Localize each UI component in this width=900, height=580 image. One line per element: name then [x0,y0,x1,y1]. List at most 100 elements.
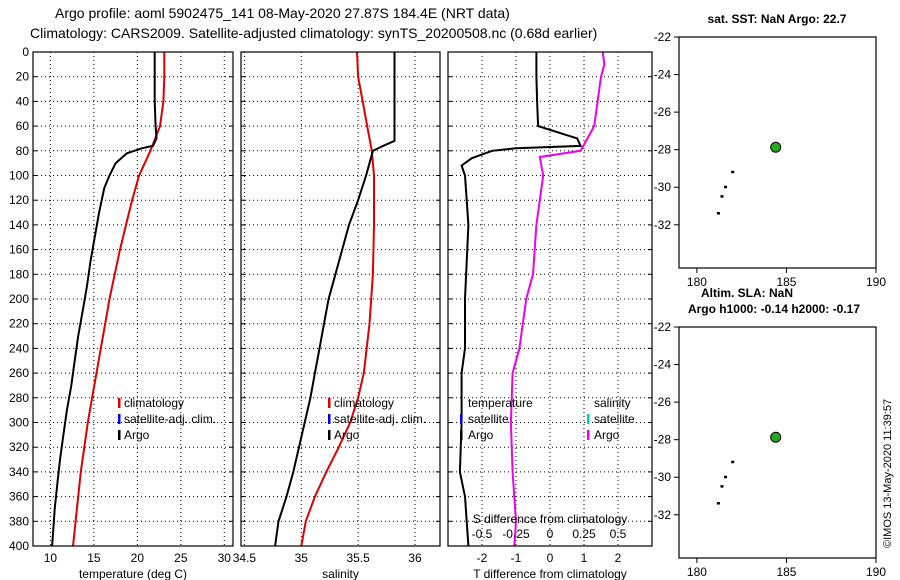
upper-tick-label: 0.25 [572,527,596,541]
difference-panel: -2 -1 0 1 2 T difference from climatology S di… [447,51,653,580]
legend-label: climatology [334,396,394,410]
climatology-title: Climatology: CARS2009. Satellite-adjuste… [30,25,598,41]
y-tick-label: -26 [654,395,672,409]
upper-tick-label: 0.5 [610,527,627,541]
legend-swatch [328,398,331,408]
x-axis-label: temperature (deg C) [79,567,187,580]
x-axis-label: salinity [322,567,359,580]
map-sst-panel: -22 -24 -26 -28 -30 -32 180 185 190 sat. SST: NaN… [654,12,887,289]
x-tick-label: 10 [44,551,58,565]
x-tick-label: 15 [87,551,101,565]
upper-tick-label: -0.5 [472,527,493,541]
y-tick-label: -22 [654,30,672,44]
y-tick-label: 120 [9,193,29,207]
legend-swatch [118,430,121,440]
map-title: sat. SST: NaN Argo: 22.7 [708,12,847,26]
x-tick-label: 36 [408,551,422,565]
y-tick-label: 0 [22,45,29,59]
legend-label: satellite-adj. clim. [124,412,216,426]
y-tick-label: 20 [16,70,30,84]
track-point [716,212,720,215]
x-tick-label: -1 [511,551,522,565]
y-tick-label: 400 [9,539,29,553]
legend-label: satellite-adj. clim. [334,412,426,426]
legend-swatch [587,414,590,424]
y-tick-label: 340 [9,465,29,479]
track-point [724,185,728,189]
x-tick-label: 25 [174,551,188,565]
y-tick-label: -30 [654,470,672,484]
y-tick-label: -28 [654,143,672,157]
y-tick-label: 240 [9,341,29,355]
y-tick-label: 320 [9,440,29,454]
x-tick-label: 180 [687,275,707,289]
map-frame [678,326,877,559]
legend-label: satellite [594,412,635,426]
x-tick-label: 1 [581,551,588,565]
x-tick-label: 2 [615,551,622,565]
x-tick-label: 20 [131,551,145,565]
x-tick-label: 180 [687,565,707,579]
upper-tick-label: 0 [547,527,554,541]
y-tick-label: -24 [654,68,672,82]
x-tick-label: 185 [776,275,796,289]
legend-label: salinity [594,396,631,410]
series-salinity-argo [509,51,606,547]
legend-label: Argo [124,428,150,442]
y-tick-label: 260 [9,366,29,380]
y-tick-label: 200 [9,292,29,306]
series-argo [274,52,396,547]
y-tick-label: 100 [9,169,29,183]
y-tick-label: 140 [9,218,29,232]
legend-label: temperature [468,396,533,410]
map-frame [678,36,877,269]
argo-position-marker [770,141,782,153]
x-axis-label: T difference from climatology [473,567,627,580]
upper-axis-label: S difference from climatology [473,512,628,526]
legend-label: Argo [468,428,494,442]
legend-swatch [460,430,463,440]
panel-frame [240,51,441,547]
track-point [731,460,735,464]
y-tick-label: -32 [654,508,672,522]
argo-position-marker [770,431,782,443]
track-point [716,502,720,505]
y-tick-label: 220 [9,317,29,331]
legend-swatch [118,414,121,424]
y-tick-label: 180 [9,267,29,281]
x-tick-label: 35.5 [346,551,370,565]
y-tick-label: -28 [654,433,672,447]
y-tick-label: 160 [9,243,29,257]
map-subtitle: Argo h1000: -0.14 h2000: -0.17 [688,302,860,316]
series-climatology [300,51,375,547]
x-tick-label: -2 [477,551,488,565]
y-tick-label: 40 [16,94,30,108]
y-tick-label: -26 [654,105,672,119]
y-tick-label: 300 [9,416,29,430]
legend-label: Argo [334,428,360,442]
y-tick-label: -30 [654,180,672,194]
legend-swatch [328,430,331,440]
panel-frame [32,51,234,547]
legend-label: Argo [594,428,620,442]
credit-text: ©IMOS 13-May-2020 11:39:57 [882,399,894,548]
series-argo [51,52,158,547]
x-tick-label: 0 [547,551,554,565]
legend-swatch [460,414,463,424]
y-tick-label: -24 [654,358,672,372]
map-sla-panel: -22 -24 -26 -28 -30 -32 180 185 190 Altim. SLA: N… [654,286,887,579]
x-tick-label: 34.5 [233,551,257,565]
x-tick-label: 190 [866,275,886,289]
series-climatology [72,52,166,547]
y-tick-label: 380 [9,514,29,528]
track-point [720,195,724,198]
x-tick-label: 30 [218,551,232,565]
profile-title: Argo profile: aoml 5902475_141 08-May-20… [55,5,510,21]
legend-swatch [587,430,590,440]
map-title: Altim. SLA: NaN [701,286,793,300]
y-tick-label: -22 [654,320,672,334]
legend-label: climatology [124,396,184,410]
legend-swatch [328,414,331,424]
x-tick-label: 35 [295,551,309,565]
track-point [720,485,724,488]
